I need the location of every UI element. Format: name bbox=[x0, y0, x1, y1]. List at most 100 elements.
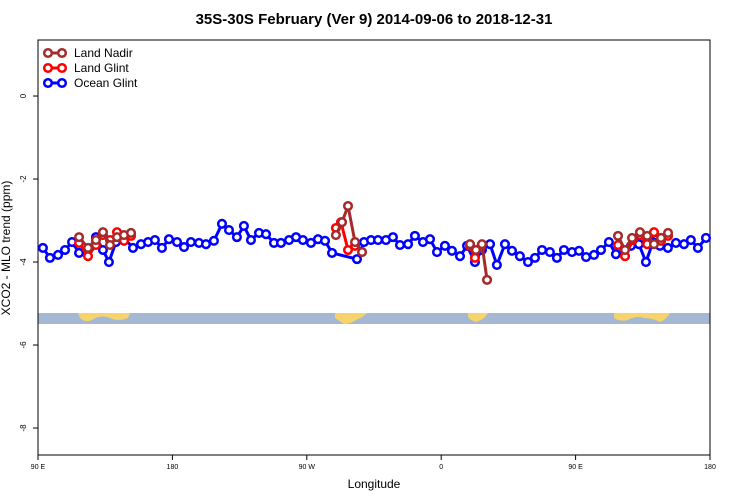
legend-marker bbox=[42, 77, 54, 89]
data-point bbox=[326, 247, 338, 258]
data-point bbox=[178, 242, 190, 253]
data-point bbox=[662, 227, 674, 239]
data-point bbox=[648, 239, 660, 250]
legend-marker bbox=[56, 47, 68, 59]
data-point bbox=[245, 234, 256, 246]
series bbox=[37, 218, 712, 270]
data-point bbox=[642, 230, 653, 241]
data-point bbox=[297, 234, 308, 246]
data-point bbox=[619, 244, 631, 256]
land-strip bbox=[38, 313, 710, 324]
data-point bbox=[185, 237, 196, 248]
data-point bbox=[522, 256, 534, 268]
data-point bbox=[223, 225, 235, 236]
data-point bbox=[59, 244, 71, 256]
data-point bbox=[603, 237, 614, 248]
x-tick-label: 90 E bbox=[568, 464, 583, 471]
chart-title: 35S-30S February (Ver 9) 2014-09-06 to 2… bbox=[196, 11, 553, 28]
data-point bbox=[372, 234, 384, 246]
data-point bbox=[163, 234, 175, 245]
data-point bbox=[431, 247, 443, 258]
x-axis-label: Longitude bbox=[348, 477, 401, 491]
data-point bbox=[424, 234, 436, 245]
y-tick-label: -6 bbox=[19, 341, 28, 349]
data-point bbox=[670, 237, 682, 248]
data-point bbox=[481, 274, 493, 285]
data-point bbox=[149, 234, 160, 246]
x-tick-label: 90 E bbox=[31, 464, 46, 471]
data-point bbox=[74, 232, 85, 243]
legend-marker bbox=[56, 77, 68, 89]
y-tick-label: -2 bbox=[19, 175, 28, 183]
x-tick-label: 0 bbox=[439, 464, 443, 471]
data-point bbox=[626, 232, 638, 244]
legend-marker bbox=[56, 62, 68, 74]
y-axis-label: XCO2 - MLO trend (ppm) bbox=[0, 181, 13, 316]
data-point bbox=[529, 252, 541, 263]
data-point bbox=[536, 244, 548, 256]
data-point bbox=[439, 240, 450, 251]
data-point bbox=[499, 239, 511, 250]
data-point bbox=[275, 237, 287, 248]
data-point bbox=[612, 230, 624, 241]
data-point bbox=[90, 234, 101, 246]
data-point bbox=[74, 247, 85, 258]
data-point bbox=[640, 256, 651, 268]
data-point bbox=[573, 245, 585, 256]
legend-marker bbox=[42, 47, 54, 59]
data-point bbox=[588, 249, 600, 261]
data-point bbox=[104, 239, 116, 251]
legend-label: Land Glint bbox=[74, 61, 129, 75]
data-point bbox=[52, 249, 64, 261]
data-point bbox=[464, 239, 476, 250]
y-tick-label: -8 bbox=[19, 424, 28, 432]
data-point bbox=[351, 254, 363, 265]
data-point bbox=[491, 259, 502, 270]
data-point bbox=[551, 252, 562, 263]
data-point bbox=[156, 242, 167, 253]
data-point bbox=[506, 245, 518, 256]
legend-marker bbox=[42, 62, 54, 74]
data-point bbox=[470, 244, 482, 256]
data-point bbox=[336, 217, 348, 228]
data-point bbox=[342, 244, 354, 256]
data-point bbox=[37, 242, 48, 253]
data-point bbox=[409, 230, 420, 241]
data-point bbox=[82, 251, 94, 262]
data-point bbox=[330, 230, 341, 241]
data-point bbox=[394, 239, 406, 251]
ocean-band bbox=[38, 313, 710, 324]
data-point bbox=[260, 229, 272, 240]
land-patch bbox=[614, 313, 670, 322]
data-point bbox=[216, 218, 228, 229]
data-point bbox=[319, 235, 331, 246]
data-point bbox=[208, 235, 219, 246]
legend-label: Ocean Glint bbox=[74, 76, 138, 90]
data-point bbox=[595, 244, 607, 256]
data-point bbox=[103, 256, 114, 268]
land-patch bbox=[468, 313, 488, 322]
data-point bbox=[469, 252, 480, 263]
land-patch bbox=[78, 313, 130, 322]
data-point bbox=[610, 249, 621, 260]
data-point bbox=[446, 245, 458, 256]
data-point bbox=[662, 242, 673, 253]
data-point bbox=[125, 227, 137, 239]
data-point bbox=[97, 227, 109, 238]
data-point bbox=[655, 232, 667, 244]
data-point bbox=[514, 251, 525, 262]
y-tick-label: 0 bbox=[19, 93, 28, 98]
data-point bbox=[127, 242, 139, 253]
data-point bbox=[357, 247, 368, 258]
data-point bbox=[700, 232, 712, 244]
y-tick-label: -4 bbox=[19, 258, 28, 266]
x-tick-label: 180 bbox=[167, 464, 179, 471]
data-point bbox=[171, 237, 183, 248]
data-point bbox=[484, 239, 496, 250]
data-point bbox=[342, 200, 354, 212]
data-point bbox=[678, 239, 690, 250]
data-point bbox=[558, 244, 570, 256]
data-point bbox=[200, 239, 212, 250]
data-point bbox=[97, 244, 109, 256]
